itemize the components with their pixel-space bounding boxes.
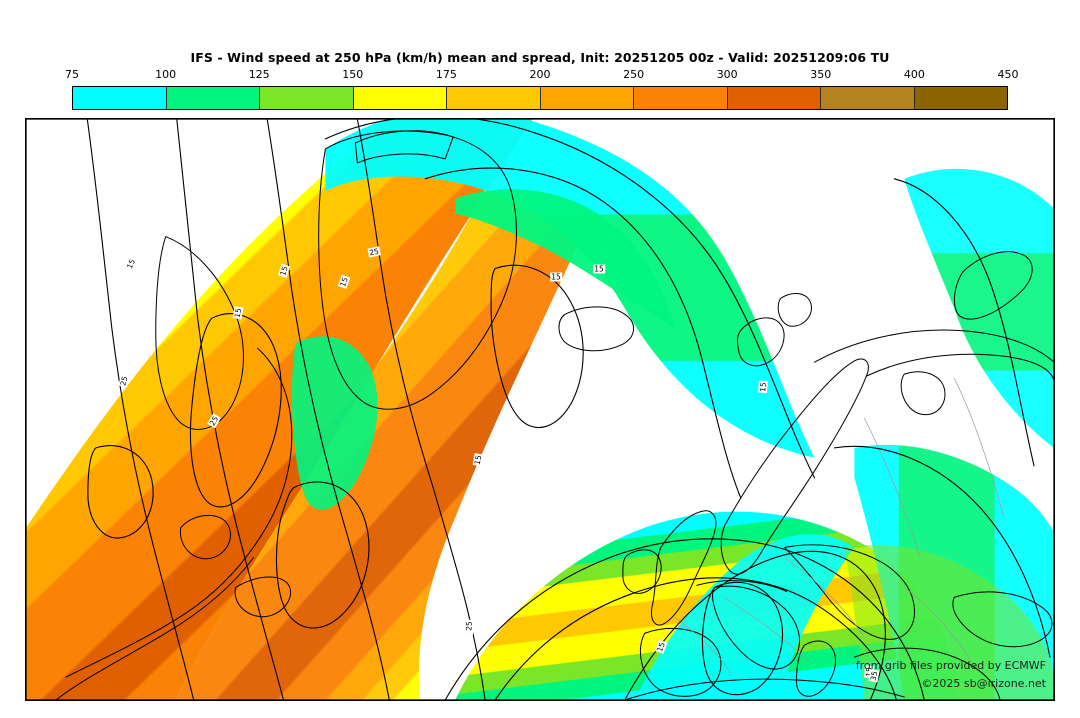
coast-white-sea — [900, 371, 946, 416]
contour-east-1 — [893, 178, 1035, 467]
colorbar-swatch-125-150 — [260, 87, 354, 109]
coast-finland-russia — [865, 353, 1054, 381]
colorbar-swatch-400-450 — [914, 87, 1007, 109]
colorbar-tick-150: 150 — [342, 68, 364, 81]
colorbar-swatch-200-250 — [540, 87, 634, 109]
contour-arctic-2 — [424, 167, 742, 499]
coast-svalbard — [736, 317, 785, 367]
spread-contours — [86, 119, 1051, 700]
colorbar-tick-250: 250 — [623, 68, 645, 81]
coast-quebec — [55, 556, 255, 700]
map-graphic — [26, 119, 1054, 700]
coast-iberia — [639, 628, 722, 697]
contour-sc-1 — [490, 264, 584, 429]
jet-band-atlantic-south — [175, 188, 585, 700]
colorbar-swatch-250-300 — [634, 87, 728, 109]
coast-great-britain — [651, 510, 717, 626]
coast-labrador — [65, 347, 293, 678]
border-europe-3 — [864, 417, 921, 558]
coast-novaya-zemlya — [953, 251, 1033, 320]
contour-nw-small-1 — [87, 445, 154, 539]
coast-arctic-archipelago — [354, 130, 454, 164]
jet-band-nordic-green — [455, 189, 675, 329]
colorbar: 75 100 125 150 175 200 250 300 350 400 450 — [65, 68, 1019, 114]
coast-north-africa — [624, 678, 905, 700]
contour-europe-2 — [494, 577, 897, 700]
contour-15-b — [266, 119, 390, 700]
colorbar-swatch-175-200 — [447, 87, 541, 109]
jet-band-greece — [634, 534, 855, 700]
coast-italy — [796, 640, 836, 697]
colorbar-swatch-300-350 — [727, 87, 821, 109]
colorbar-tick-200: 200 — [529, 68, 551, 81]
colorbar-tick-labels: 75 100 125 150 175 200 250 300 350 400 450 — [65, 68, 1019, 84]
colorbar-swatch-100-125 — [166, 87, 260, 109]
border-europe-6 — [903, 587, 973, 664]
coast-canada-inner — [180, 514, 231, 560]
coast-france-north — [696, 580, 788, 592]
contour-extra-1 — [356, 119, 486, 700]
contour-loop-2 — [275, 481, 370, 629]
colorbar-swatches — [72, 86, 1008, 110]
border-europe-4 — [953, 377, 1005, 518]
colorbar-tick-100: 100 — [155, 68, 177, 81]
contour-arctic-1 — [324, 119, 816, 479]
coast-svalbard-2 — [777, 293, 812, 327]
colorbar-tick-450: 450 — [997, 68, 1019, 81]
contour-europe-1 — [444, 538, 925, 700]
coast-russia-north — [813, 329, 1054, 363]
colorbar-tick-300: 300 — [716, 68, 738, 81]
jet-band-arctic — [325, 119, 815, 458]
colorbar-tick-175: 175 — [435, 68, 457, 81]
coast-baltic — [784, 544, 915, 640]
coast-greece-turkey — [853, 647, 1001, 700]
colorbar-tick-400: 400 — [903, 68, 925, 81]
border-europe-1 — [784, 557, 865, 638]
jet-band-atlantic — [26, 119, 533, 700]
contour-med-loop — [702, 581, 783, 696]
colorbar-swatch-75-100 — [73, 87, 167, 109]
colorbar-swatch-150-175 — [353, 87, 447, 109]
coast-blacksea — [952, 591, 1053, 648]
colorbar-tick-350: 350 — [810, 68, 832, 81]
patch-scandinavia-green — [844, 544, 1054, 700]
coast-newfoundland — [234, 576, 292, 618]
coastlines — [55, 130, 1054, 700]
colorbar-tick-125: 125 — [248, 68, 270, 81]
page-title: IFS - Wind speed at 250 hPa (km/h) mean … — [190, 50, 890, 65]
map-canvas[interactable]: 1525152515152515153525151515151515351535… — [25, 118, 1055, 701]
patch-greenland-green — [291, 336, 378, 510]
coast-scandinavia — [720, 358, 869, 575]
coast-ireland — [622, 549, 662, 594]
colorbar-tick-75: 75 — [65, 68, 79, 81]
colorbar-swatch-350-400 — [821, 87, 915, 109]
contour-east-2 — [833, 445, 1051, 658]
contour-med-1 — [624, 550, 886, 700]
contour-15-a — [86, 119, 195, 700]
border-europe-2 — [724, 597, 811, 664]
jet-band-barents — [904, 168, 1054, 448]
contour-loop-1 — [189, 313, 282, 508]
coast-iceland — [558, 306, 635, 352]
